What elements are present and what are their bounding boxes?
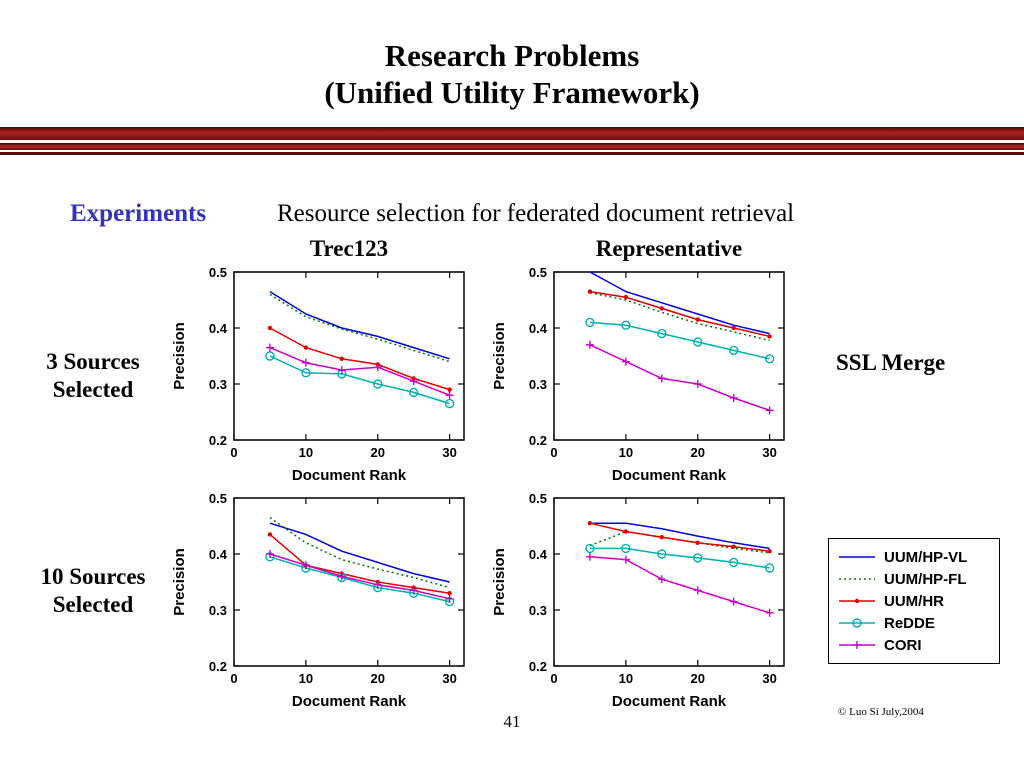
divider-gap: [0, 140, 1024, 143]
svg-text:20: 20: [371, 671, 385, 686]
svg-text:20: 20: [371, 445, 385, 460]
legend-item: UUM/HR: [837, 590, 991, 612]
svg-text:10: 10: [299, 445, 313, 460]
chart-trec123-3sources: 0.2 0.3 0.4 0.5 0 10 20 30 Document Rank Precisio…: [170, 262, 470, 484]
svg-text:20: 20: [691, 445, 705, 460]
column-header-trec123: Trec123: [309, 236, 389, 261]
svg-text:Document Rank: Document Rank: [292, 693, 407, 710]
svg-text:0.5: 0.5: [529, 491, 547, 506]
title-line-1: Research Problems: [384, 38, 640, 73]
svg-text:0.2: 0.2: [209, 433, 227, 448]
divider-gap: [0, 150, 1024, 152]
legend-item: CORI: [837, 634, 991, 656]
svg-text:0.4: 0.4: [529, 321, 548, 336]
row-label-line: Selected: [52, 591, 134, 617]
legend-item: ReDDE: [837, 612, 991, 634]
svg-text:0.3: 0.3: [529, 377, 547, 392]
experiments-description: Resource selection for federated documen…: [277, 200, 795, 227]
chart-trec123-10sources: 0.2 0.3 0.4 0.5 0 10 20 30 Document Rank Precisio…: [170, 488, 470, 710]
svg-text:30: 30: [762, 671, 776, 686]
title-line-2: (Unified Utility Framework): [324, 74, 700, 110]
legend-item: UUM/HP-FL: [837, 568, 991, 590]
svg-text:Precision: Precision: [171, 548, 188, 616]
svg-text:0.5: 0.5: [209, 265, 227, 280]
svg-text:20: 20: [691, 671, 705, 686]
svg-text:30: 30: [442, 671, 456, 686]
ssl-merge-label: SSL Merge: [836, 350, 946, 375]
svg-text:0.5: 0.5: [529, 265, 547, 280]
svg-text:Document Rank: Document Rank: [292, 467, 407, 484]
svg-text:Document Rank: Document Rank: [612, 467, 727, 484]
svg-text:0.3: 0.3: [529, 603, 547, 618]
divider-bar-thick: [0, 127, 1024, 140]
legend-item-label: UUM/HP-VL: [884, 548, 968, 566]
row-label-line: Selected: [52, 376, 134, 402]
legend-item-label: ReDDE: [884, 614, 935, 632]
copyright-text: © Luo Si July,2004: [838, 706, 924, 718]
row-label-3-sources: 3 Sources Selected: [18, 348, 168, 403]
svg-text:Document Rank: Document Rank: [612, 693, 727, 710]
row-label-10-sources: 10 Sources Selected: [18, 563, 168, 618]
svg-text:30: 30: [762, 445, 776, 460]
chart-legend: UUM/HP-VL UUM/HP-FL UUM/HR ReDDE CORI: [828, 538, 1000, 664]
svg-text:0.2: 0.2: [529, 659, 547, 674]
chart-representative-10sources: 0.2 0.3 0.4 0.5 0 10 20 30 Document Rank Precisio…: [490, 488, 790, 710]
divider-bar-mid: [0, 143, 1024, 150]
page-title: Research Problems (Unified Utility Frame…: [0, 38, 1024, 111]
svg-text:Precision: Precision: [491, 322, 508, 390]
svg-text:10: 10: [299, 671, 313, 686]
svg-text:0.2: 0.2: [209, 659, 227, 674]
row-label-line: 10 Sources: [40, 564, 146, 589]
svg-text:0.4: 0.4: [209, 547, 228, 562]
legend-item: UUM/HP-VL: [837, 546, 991, 568]
legend-line-sample-icon: [837, 614, 877, 632]
experiments-label: Experiments: [70, 200, 207, 227]
legend-item-label: CORI: [884, 636, 922, 654]
svg-text:0.5: 0.5: [209, 491, 227, 506]
svg-text:0: 0: [230, 445, 237, 460]
page-number: 41: [503, 712, 521, 731]
legend-line-sample-icon: [837, 570, 877, 588]
svg-text:0: 0: [550, 445, 557, 460]
svg-text:10: 10: [619, 445, 633, 460]
column-header-representative: Representative: [595, 236, 743, 261]
svg-text:0.3: 0.3: [209, 377, 227, 392]
svg-text:0.4: 0.4: [529, 547, 548, 562]
legend-line-sample-icon: [837, 548, 877, 566]
svg-text:30: 30: [442, 445, 456, 460]
legend-line-sample-icon: [837, 636, 877, 654]
legend-item-label: UUM/HP-FL: [884, 570, 967, 588]
title-divider: [0, 127, 1024, 155]
svg-text:0: 0: [550, 671, 557, 686]
svg-text:10: 10: [619, 671, 633, 686]
legend-line-sample-icon: [837, 592, 877, 610]
svg-text:Precision: Precision: [491, 548, 508, 616]
svg-text:0.4: 0.4: [209, 321, 228, 336]
legend-item-label: UUM/HR: [884, 592, 944, 610]
svg-text:Precision: Precision: [171, 322, 188, 390]
svg-text:0.3: 0.3: [209, 603, 227, 618]
svg-text:0.2: 0.2: [529, 433, 547, 448]
divider-bar-thin: [0, 152, 1024, 155]
svg-text:0: 0: [230, 671, 237, 686]
chart-representative-3sources: 0.2 0.3 0.4 0.5 0 10 20 30 Document Rank Precisio…: [490, 262, 790, 484]
row-label-line: 3 Sources: [46, 349, 140, 374]
